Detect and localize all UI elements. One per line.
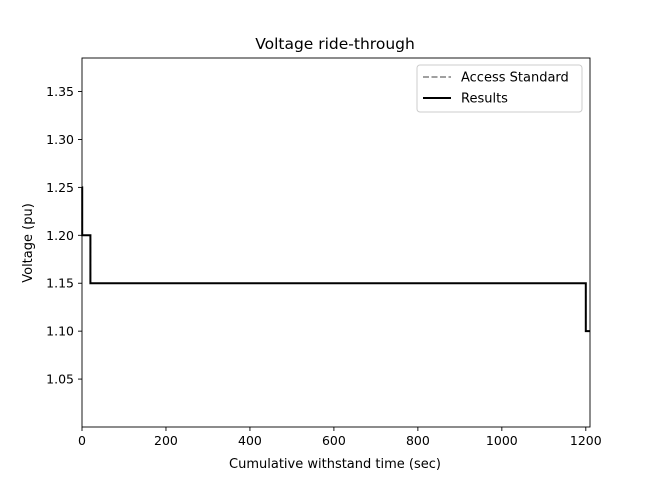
x-tick-label: 200 bbox=[154, 433, 178, 448]
legend: Access Standard Results bbox=[416, 64, 583, 113]
x-tick-label: 400 bbox=[238, 433, 262, 448]
y-tick-label: 1.20 bbox=[46, 228, 74, 243]
legend-label: Results bbox=[461, 92, 508, 107]
y-axis-label: Voltage (pu) bbox=[21, 203, 36, 283]
x-tick-label: 1200 bbox=[570, 433, 602, 448]
axes-frame bbox=[81, 57, 591, 428]
plot-area: 0 200 400 600 800 1000 1200 1.05 1.10 1.15 1.20 1.2… bbox=[46, 57, 602, 448]
legend-box bbox=[416, 64, 583, 113]
y-tick-label: 1.15 bbox=[46, 276, 74, 291]
x-tick-label: 1000 bbox=[486, 433, 518, 448]
y-tick-label: 1.05 bbox=[46, 372, 74, 387]
x-tick-label: 0 bbox=[78, 433, 86, 448]
legend-label: Access Standard bbox=[461, 71, 569, 86]
x-axis-label: Cumulative withstand time (sec) bbox=[229, 457, 441, 472]
x-tick-label: 800 bbox=[406, 433, 430, 448]
y-tick-label: 1.30 bbox=[46, 132, 74, 147]
y-tick-label: 1.25 bbox=[46, 180, 74, 195]
y-tick-label: 1.35 bbox=[46, 84, 74, 99]
y-tick-label: 1.10 bbox=[46, 324, 74, 339]
x-tick-label: 600 bbox=[322, 433, 346, 448]
chart-title: Voltage ride-through bbox=[255, 35, 415, 53]
